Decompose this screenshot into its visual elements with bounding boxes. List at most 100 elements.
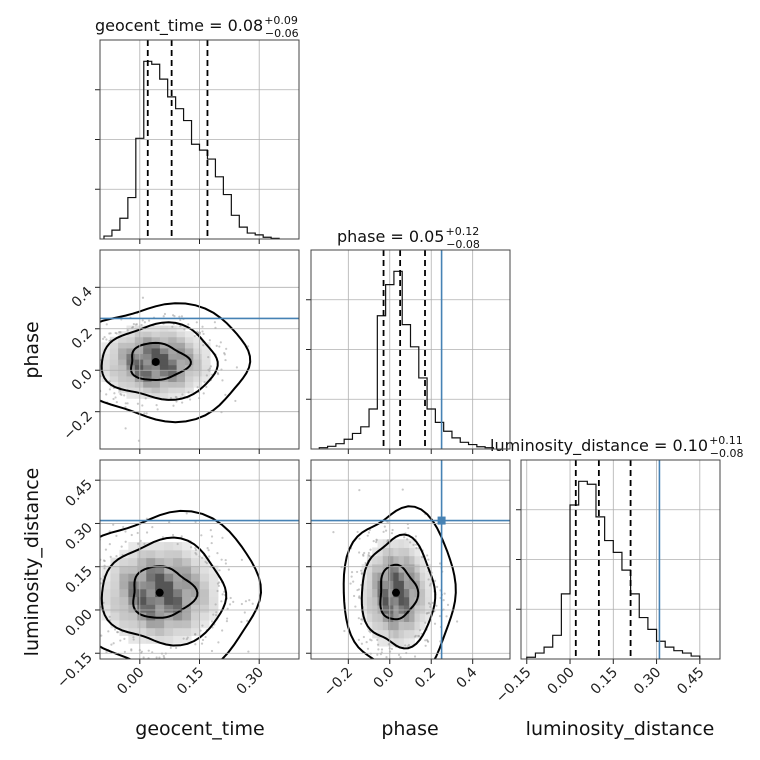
- density-cell: [377, 563, 384, 573]
- density-cell: [372, 596, 378, 606]
- density-cell: [414, 563, 421, 573]
- density-cell: [184, 381, 194, 388]
- sample-point: [391, 528, 394, 532]
- sample-point: [174, 663, 176, 665]
- sample-point: [115, 534, 118, 537]
- sample-point: [175, 646, 178, 650]
- y-tick-label: 0.4: [69, 284, 96, 311]
- contour-level: [100, 509, 263, 659]
- density-cell: [191, 580, 201, 590]
- sample-point: [194, 643, 197, 646]
- y-tick-label: 0.45: [62, 477, 95, 510]
- density-cell: [182, 580, 192, 590]
- sample-point: [175, 396, 178, 399]
- contour-level: [379, 563, 420, 621]
- density-cell: [164, 580, 174, 590]
- sample-point: [101, 337, 105, 340]
- density-cell: [164, 565, 174, 574]
- density-cell: [176, 353, 186, 360]
- sample-point: [406, 645, 409, 648]
- peak-marker: [151, 357, 160, 366]
- sample-point: [187, 323, 190, 326]
- sample-point: [112, 523, 115, 526]
- density-cell: [118, 347, 127, 355]
- sample-point: [200, 642, 204, 645]
- density-cell: [176, 331, 186, 338]
- density-cell: [128, 565, 138, 574]
- sample-point: [176, 542, 179, 546]
- density-cell: [414, 613, 421, 622]
- density-cell: [146, 565, 156, 574]
- density-cell: [409, 563, 415, 573]
- sample-point: [178, 315, 181, 318]
- sample-point: [179, 318, 182, 322]
- density-cell: [393, 621, 400, 631]
- sample-point: [141, 319, 144, 322]
- sample-point: [223, 353, 226, 356]
- sample-point: [142, 656, 145, 659]
- density-cell: [134, 336, 144, 343]
- density-cell: [414, 629, 421, 639]
- density-cell: [377, 621, 384, 631]
- sample-point: [332, 531, 335, 534]
- density-cell: [393, 555, 400, 565]
- density-cell: [382, 629, 389, 639]
- sample-point: [240, 602, 243, 606]
- sample-point: [397, 653, 401, 657]
- density-cell: [377, 555, 384, 565]
- sample-point: [367, 660, 369, 662]
- density-cell: [409, 547, 415, 557]
- sample-point: [173, 315, 176, 318]
- density-cell: [101, 370, 111, 377]
- sample-point: [385, 656, 388, 659]
- density-cell: [176, 364, 186, 371]
- density-cell: [388, 539, 394, 548]
- sample-point: [228, 603, 232, 606]
- sample-point: [428, 584, 432, 587]
- sample-point: [124, 406, 127, 409]
- sample-point: [437, 665, 439, 667]
- density-cell: [403, 547, 410, 557]
- sample-point: [180, 535, 183, 538]
- x-tick-label: −0.15: [493, 665, 535, 707]
- density-cell: [398, 596, 405, 606]
- sample-point: [210, 535, 214, 538]
- density-cell: [119, 557, 129, 566]
- sample-point: [123, 650, 126, 653]
- density-cell: [414, 580, 421, 590]
- density-cell: [164, 635, 174, 644]
- density-cell: [137, 619, 147, 629]
- density-cell: [109, 381, 119, 388]
- sample-point: [169, 397, 173, 400]
- density-cell: [403, 572, 410, 581]
- density-cell: [128, 612, 138, 621]
- sample-point: [100, 634, 103, 637]
- density-cell: [173, 565, 183, 574]
- density-cell: [119, 596, 129, 605]
- sample-point: [424, 644, 427, 647]
- sample-point: [360, 642, 364, 645]
- sample-point: [413, 635, 417, 638]
- y-tick-label: 0.2: [69, 325, 96, 352]
- sample-point: [433, 622, 437, 625]
- density-cell: [168, 387, 178, 394]
- sample-point: [366, 534, 369, 537]
- sample-point: [433, 579, 437, 582]
- contour-level: [100, 321, 219, 401]
- sample-point: [134, 323, 137, 326]
- density-cell: [398, 539, 405, 548]
- density-cell: [155, 573, 165, 582]
- density-cell: [118, 381, 127, 388]
- density-cell: [199, 580, 210, 590]
- sample-point: [158, 656, 161, 659]
- density-cell: [388, 563, 394, 573]
- sample-point: [201, 638, 205, 642]
- density-cell: [419, 572, 426, 581]
- sample-point: [220, 600, 223, 603]
- density-cell: [377, 547, 384, 557]
- xlabel-luminosity-distance: luminosity_distance: [526, 718, 715, 740]
- density-cell: [208, 596, 219, 605]
- sample-point: [442, 599, 445, 602]
- sample-point: [132, 636, 135, 639]
- sample-point: [419, 629, 422, 632]
